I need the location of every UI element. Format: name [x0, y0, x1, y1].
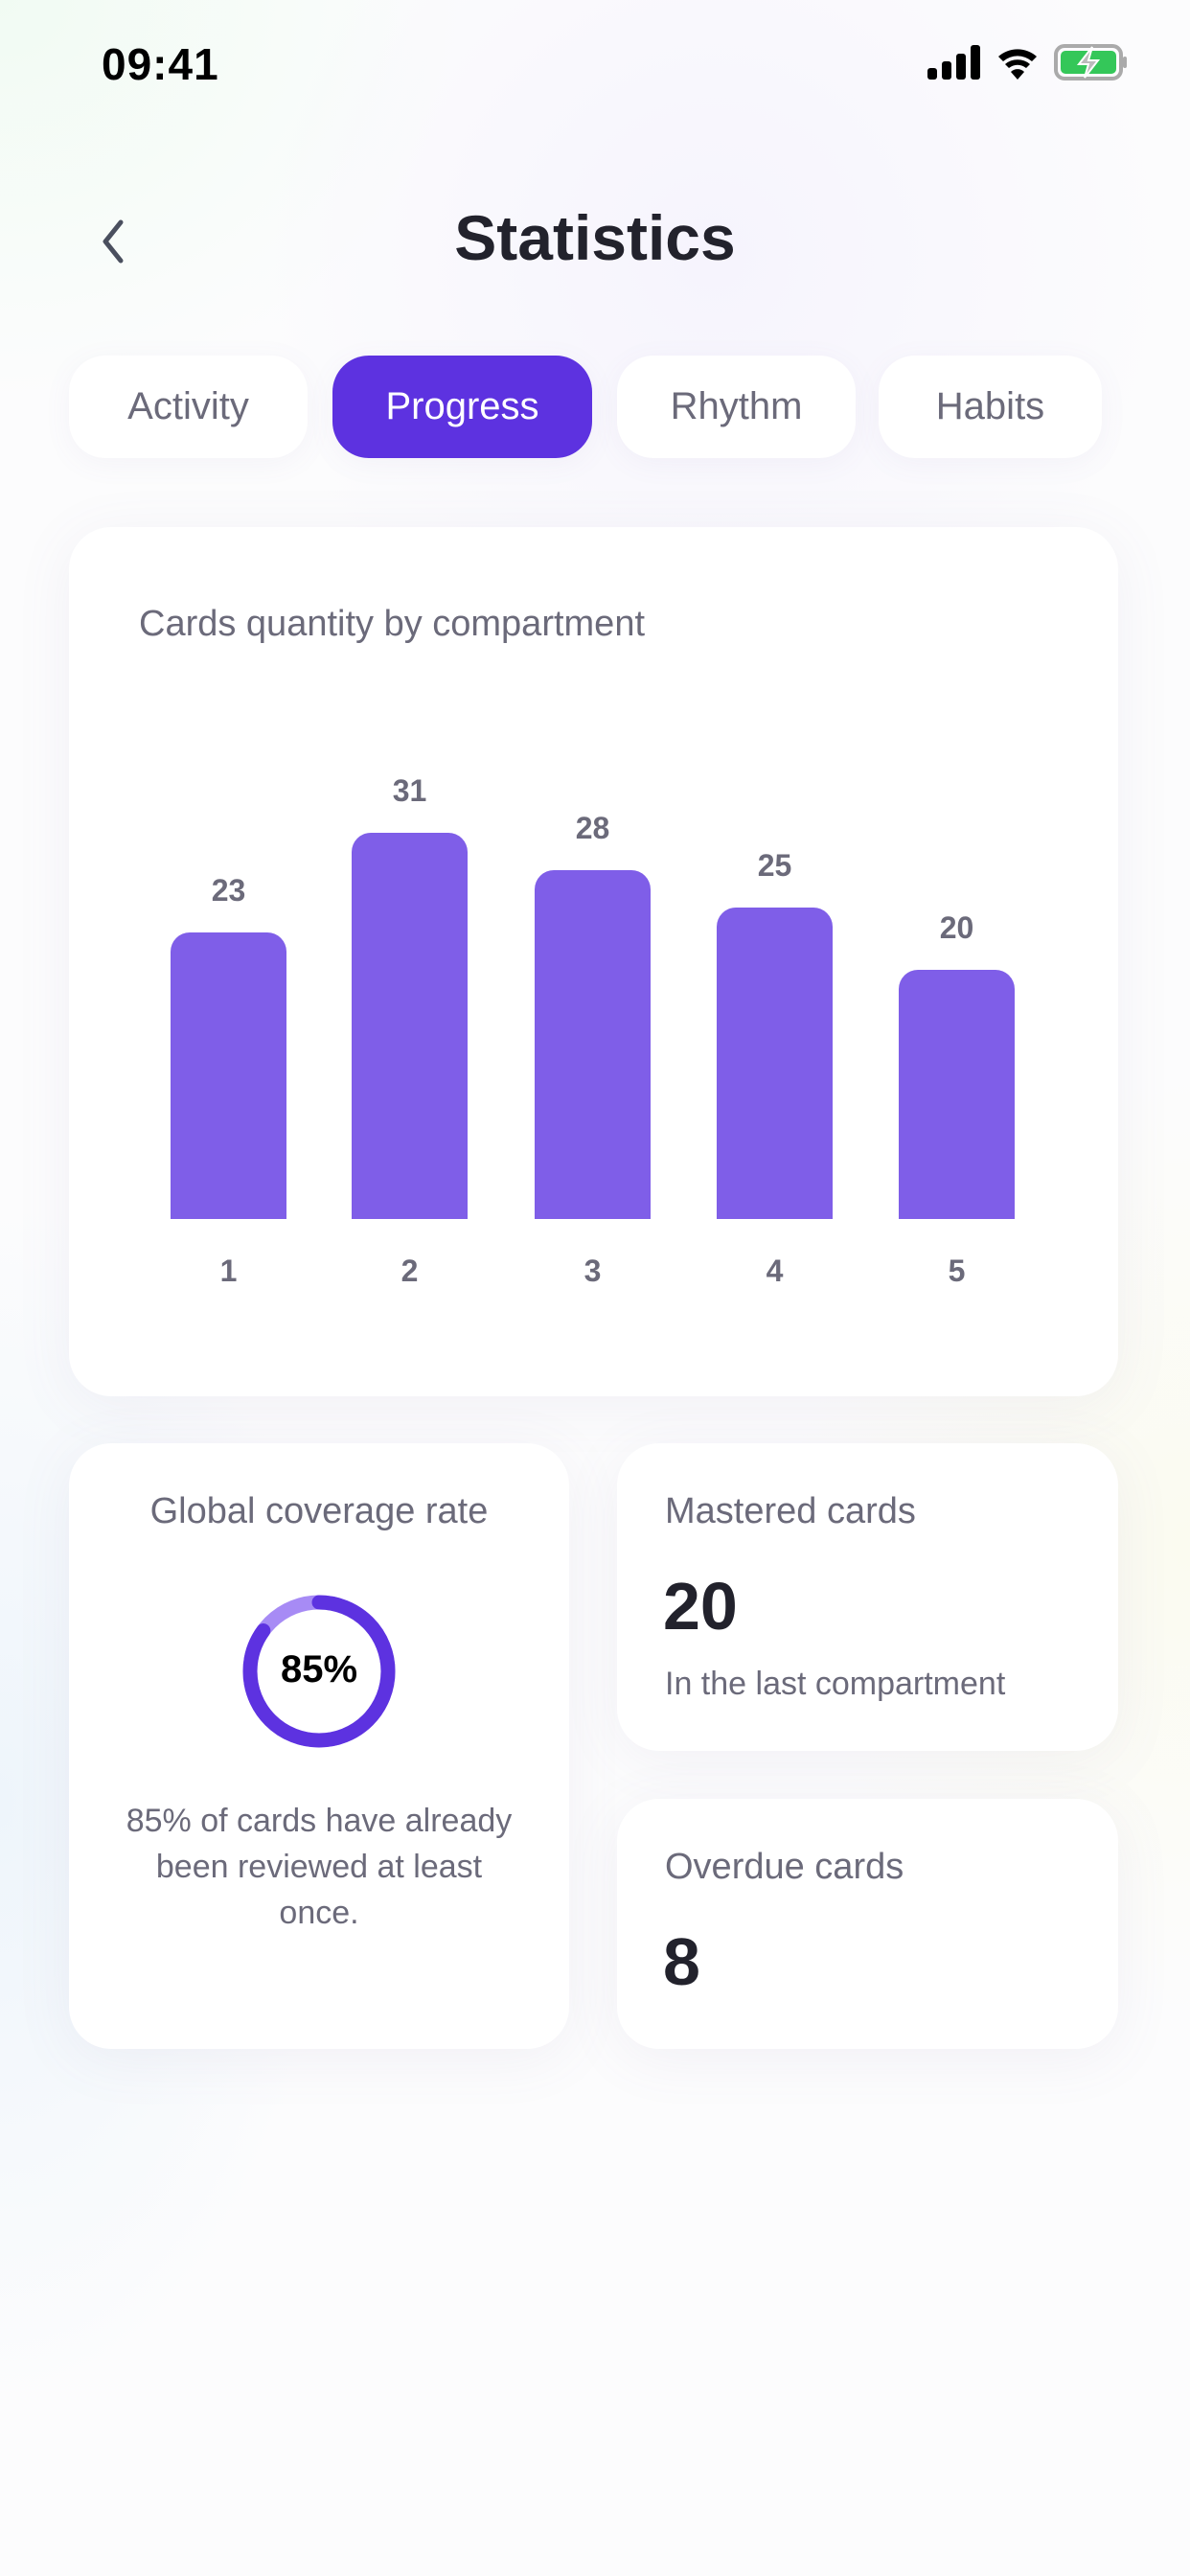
- status-time: 09:41: [102, 39, 219, 89]
- tab-habits[interactable]: Habits: [879, 356, 1102, 458]
- x-tick-label: 2: [400, 1254, 419, 1288]
- overdue-value: 8: [663, 1924, 700, 1999]
- status-icons: [927, 44, 1129, 80]
- tab-progress[interactable]: Progress: [332, 356, 592, 458]
- bar-value-label: 31: [392, 773, 427, 808]
- mastered-subtitle: In the last compartment: [665, 1666, 1006, 1702]
- bar-1: [171, 932, 286, 1219]
- overdue-card: Overdue cards 8: [617, 1799, 1118, 2049]
- wifi-icon: [998, 49, 1037, 80]
- x-tick-label: 5: [948, 1254, 966, 1288]
- bar-value-label: 25: [757, 848, 792, 883]
- battery-charging-icon: [1054, 44, 1127, 80]
- ring-fill: [242, 1595, 396, 1748]
- mastered-value: 20: [663, 1569, 738, 1644]
- x-tick-label: 1: [219, 1254, 238, 1288]
- bar-5: [899, 970, 1015, 1219]
- bar-value-label: 23: [211, 873, 246, 908]
- page-title: Statistics: [454, 202, 736, 273]
- tab-rhythm[interactable]: Rhythm: [617, 356, 856, 458]
- bar-2: [352, 833, 468, 1219]
- mastered-title: Mastered cards: [665, 1491, 916, 1531]
- chart-card: Cards quantity by compartment 23 1 31 2 28 3 2…: [69, 527, 1118, 1396]
- chart-title: Cards quantity by compartment: [139, 604, 646, 644]
- bar-4: [717, 908, 833, 1219]
- x-tick-label: 3: [584, 1254, 602, 1288]
- tab-activity[interactable]: Activity: [69, 356, 308, 458]
- bar-3: [535, 870, 651, 1219]
- back-chevron-icon[interactable]: [84, 213, 142, 270]
- bar-value-label: 28: [575, 811, 610, 845]
- bar-value-label: 20: [939, 910, 974, 945]
- coverage-description: 85% of cards have already been reviewed …: [126, 1803, 513, 1931]
- overdue-title: Overdue cards: [665, 1847, 904, 1887]
- coverage-percent: 85%: [280, 1648, 358, 1690]
- coverage-title: Global coverage rate: [149, 1491, 489, 1531]
- signal-icon: [927, 45, 980, 80]
- coverage-card: Global coverage rate 85% 85% of cards ha…: [69, 1443, 569, 2049]
- x-tick-label: 4: [766, 1254, 784, 1288]
- coverage-ring: [242, 1595, 396, 1748]
- mastered-card: Mastered cards 20 In the last compartmen…: [617, 1443, 1118, 1751]
